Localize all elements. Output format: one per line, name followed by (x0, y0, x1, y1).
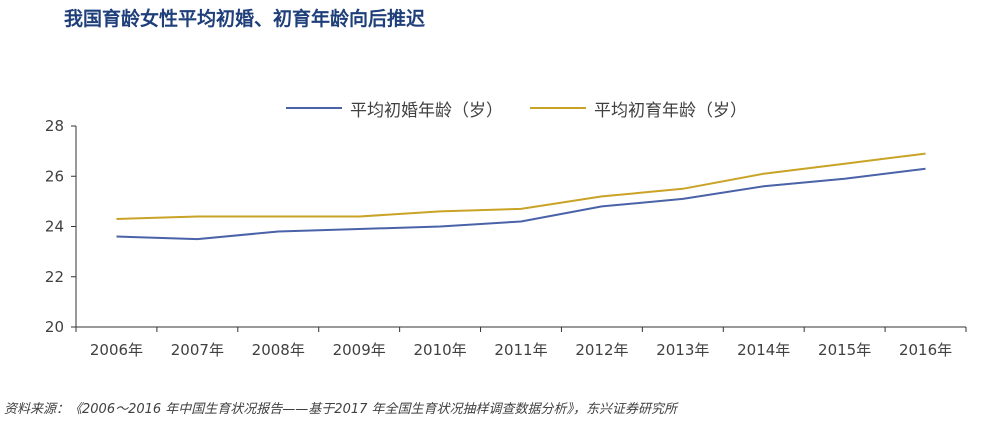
x-tick-label: 2009年 (333, 341, 386, 359)
x-tick-label: 2010年 (413, 341, 466, 359)
x-tick-label: 2006年 (90, 341, 143, 359)
y-tick-label: 20 (45, 318, 64, 336)
x-tick-label: 2015年 (818, 341, 871, 359)
legend-item-birth: 平均初育年龄（岁） (530, 96, 747, 121)
x-tick-label: 2008年 (252, 341, 305, 359)
x-tick-label: 2012年 (575, 341, 628, 359)
legend-swatch-birth (530, 107, 586, 109)
x-tick-label: 2016年 (899, 341, 952, 359)
legend-item-marriage: 平均初婚年龄（岁） (286, 96, 503, 121)
x-tick-label: 2011年 (494, 341, 547, 359)
legend-label-marriage: 平均初婚年龄（岁） (350, 100, 503, 121)
chart-title: 我国育龄女性平均初婚、初育年龄向后推迟 (64, 8, 426, 30)
x-tick-label: 2007年 (171, 341, 224, 359)
series-line-marriage (116, 167, 926, 241)
x-tick-label: 2014年 (737, 341, 790, 359)
legend: 平均初婚年龄（岁） 平均初育年龄（岁） (0, 96, 1000, 121)
y-tick-label: 22 (45, 268, 64, 286)
y-tick-label: 24 (45, 218, 64, 236)
series-line-birth (116, 152, 926, 220)
legend-label-birth: 平均初育年龄（岁） (594, 100, 747, 121)
source-note: 资料来源：《2006～2016 年中国生育状况报告——基于2017 年全国生育状… (4, 402, 678, 417)
y-tick-label: 28 (45, 117, 64, 135)
y-tick-label: 26 (45, 167, 64, 185)
x-tick-label: 2013年 (656, 341, 709, 359)
legend-swatch-marriage (286, 107, 342, 109)
